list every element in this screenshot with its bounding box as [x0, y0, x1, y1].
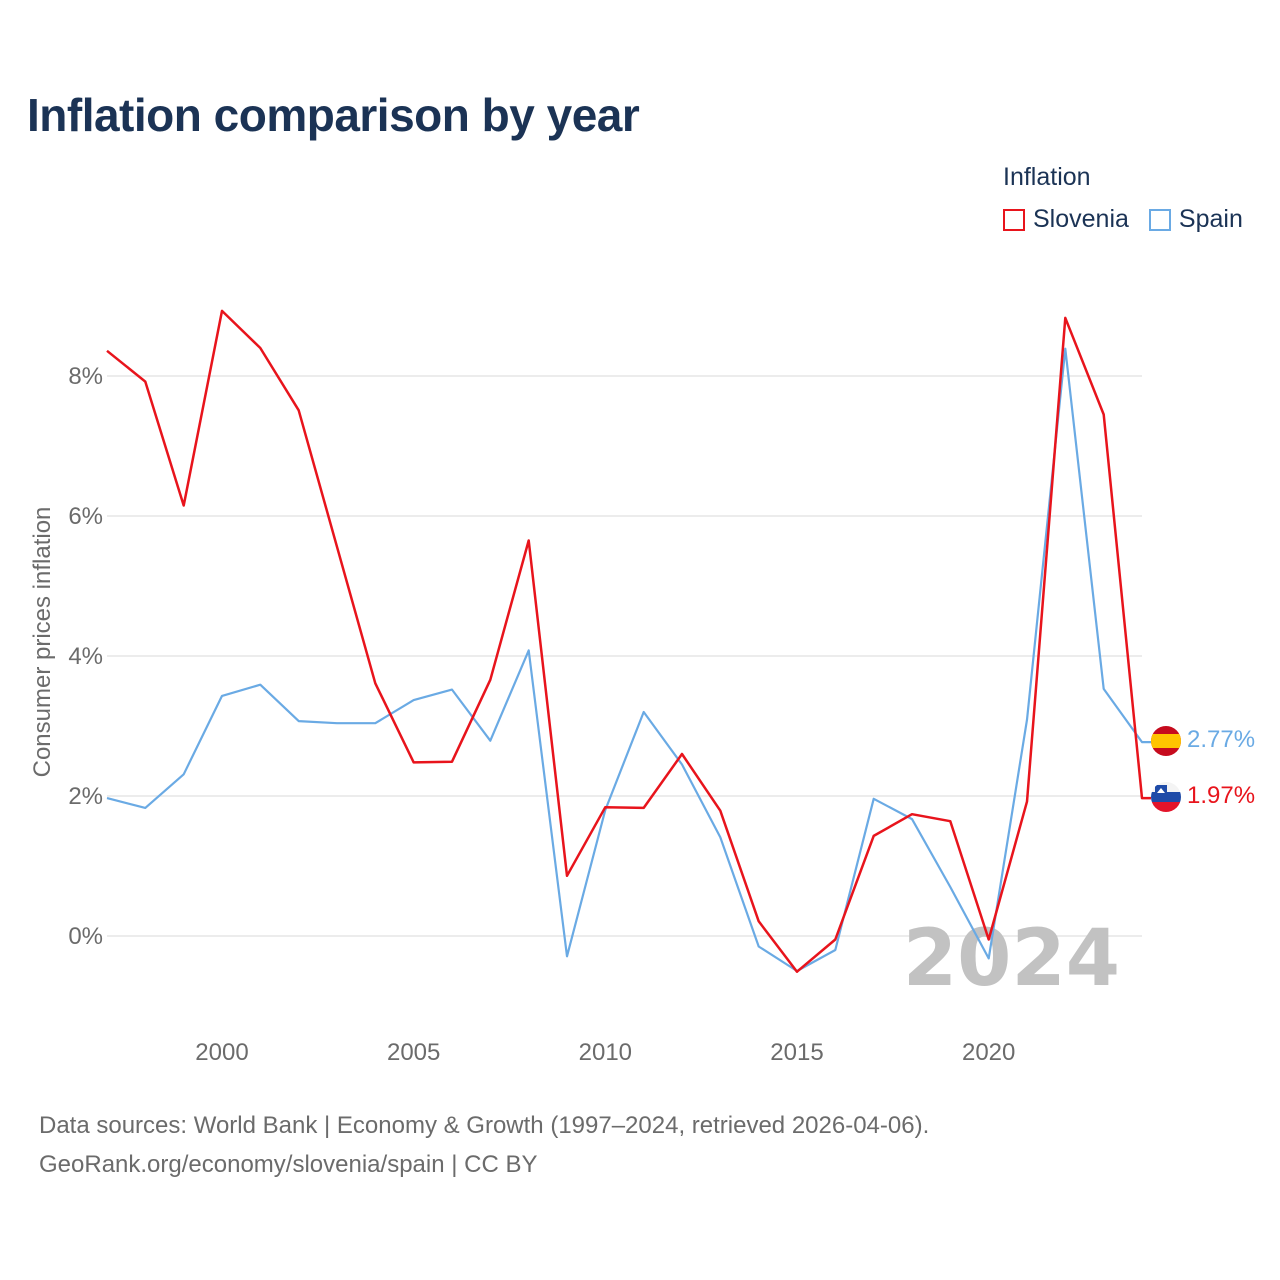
legend-item-spain[interactable]: Spain: [1148, 205, 1243, 234]
x-tick-label: 2000: [195, 1039, 248, 1066]
legend-title: Inflation: [1003, 163, 1091, 191]
legend-label-slovenia: Slovenia: [1033, 205, 1129, 233]
series-lines: [106, 309, 1151, 973]
x-tick-label: 2010: [579, 1039, 632, 1066]
spain-end-value-label: 2.77%: [1187, 726, 1255, 753]
series-line-slovenia[interactable]: [106, 309, 1151, 973]
y-tick-label: 4%: [68, 643, 103, 670]
y-tick-label: 8%: [68, 363, 103, 390]
x-tick-label: 2015: [770, 1039, 823, 1066]
grid: [107, 375, 1142, 937]
source-link[interactable]: GeoRank.org/economy/slovenia/spain | CC …: [39, 1151, 538, 1178]
legend-swatch-slovenia: [1003, 208, 1025, 231]
line-chart: 0% 2% 4% 6% 8% 2000 2005 2010 2015 2020 Consumer…: [29, 309, 1255, 1066]
y-axis-ticks: 0% 2% 4% 6% 8%: [68, 363, 103, 950]
x-tick-label: 2005: [387, 1039, 440, 1066]
spain-flag-icon: [1151, 726, 1181, 756]
y-tick-label: 6%: [68, 503, 103, 530]
legend: Slovenia Spain: [1003, 205, 1243, 234]
x-axis-ticks: 2000 2005 2010 2015 2020: [195, 1039, 1015, 1066]
slovenia-flag-icon: [1151, 782, 1181, 812]
y-tick-label: 0%: [68, 923, 103, 950]
legend-item-slovenia[interactable]: Slovenia: [1003, 205, 1129, 234]
chart-title: Inflation comparison by year: [27, 89, 640, 141]
data-source-note: Data sources: World Bank | Economy & Gro…: [39, 1112, 930, 1139]
footer: Data sources: World Bank | Economy & Gro…: [39, 1106, 929, 1184]
legend-swatch-spain: [1148, 208, 1171, 231]
year-watermark: 2024: [903, 914, 1120, 1004]
slovenia-end-value-label: 1.97%: [1187, 782, 1255, 809]
series-line-spain[interactable]: [106, 347, 1151, 973]
y-tick-label: 2%: [68, 783, 103, 810]
legend-label-spain: Spain: [1178, 205, 1243, 233]
x-tick-label: 2020: [962, 1039, 1015, 1066]
y-axis-label: Consumer prices inflation: [29, 507, 56, 778]
